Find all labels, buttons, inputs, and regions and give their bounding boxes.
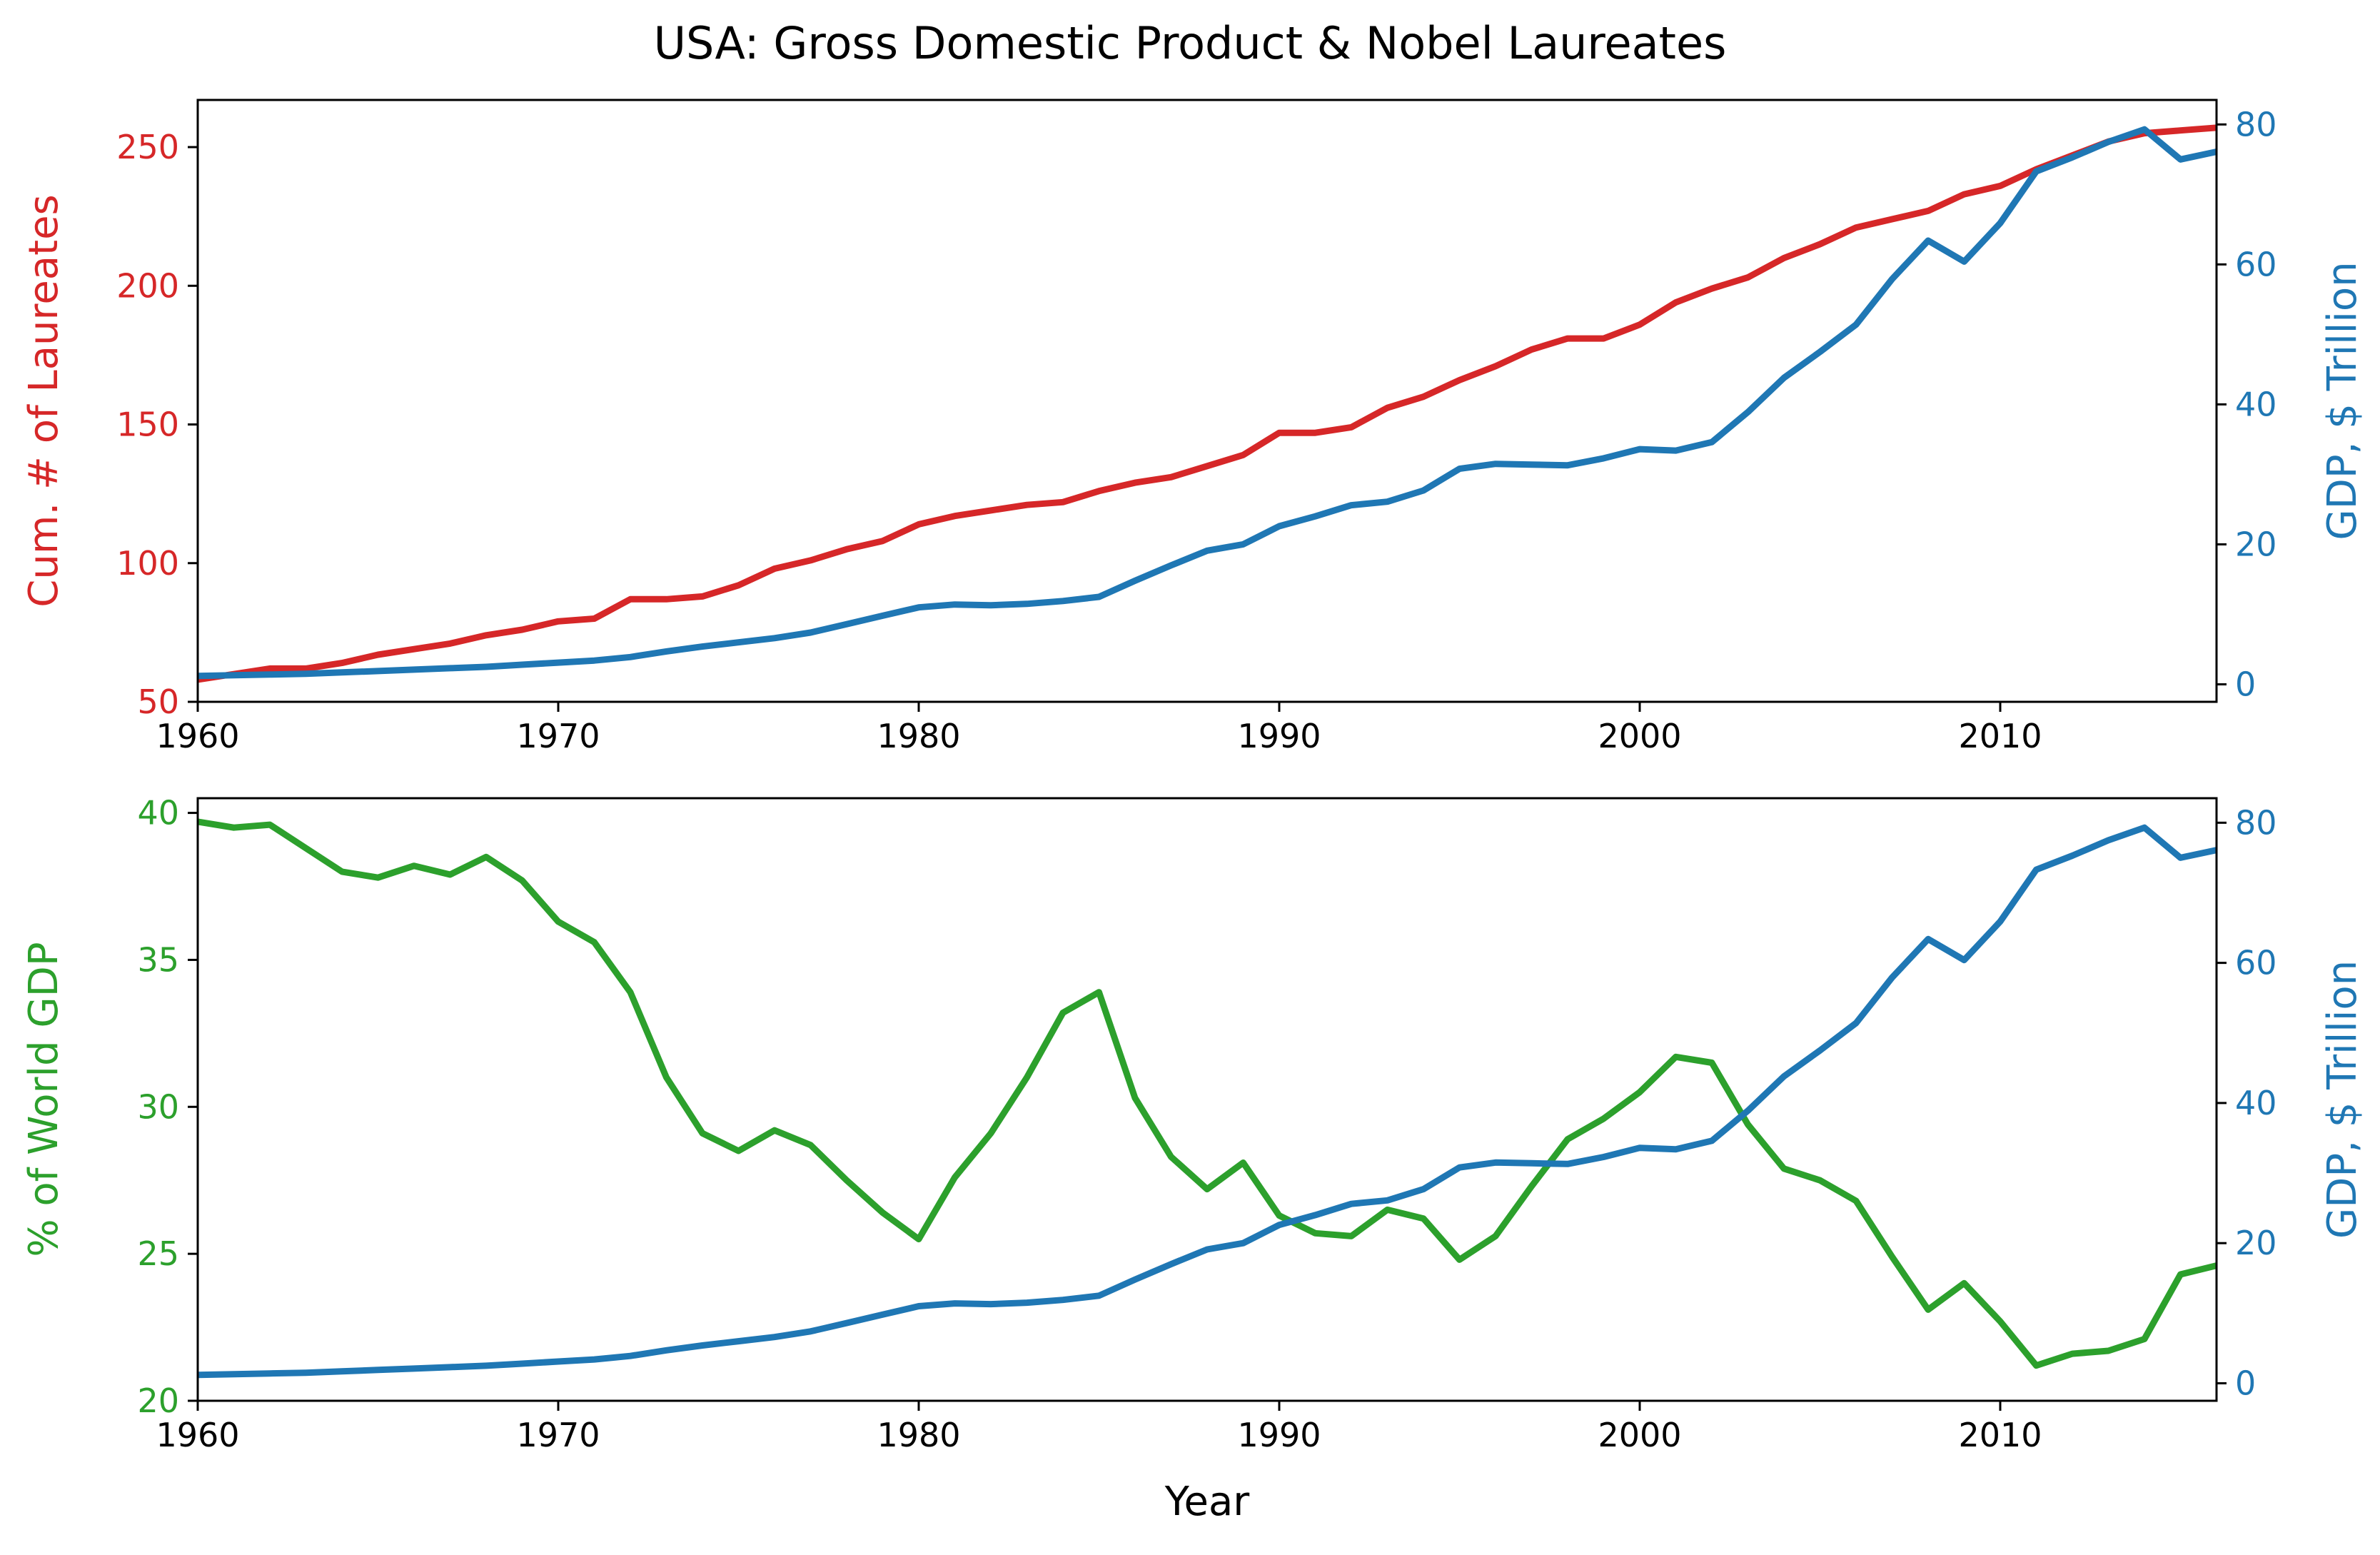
- x-tick-label: 1980: [877, 717, 960, 755]
- y-left-tick-label: 150: [116, 406, 179, 444]
- series-line-laureates: [198, 124, 2217, 683]
- y-right-tick-label: 0: [2235, 665, 2256, 703]
- y-left-tick-label: 35: [137, 940, 179, 979]
- x-tick-label: 1960: [156, 717, 239, 755]
- x-tick-label: 2010: [1958, 1416, 2042, 1454]
- y-left-tick-label: 25: [137, 1234, 179, 1273]
- x-tick-label: 1980: [877, 1416, 960, 1454]
- y-left-tick-label: 30: [137, 1087, 179, 1126]
- y-right-tick-label: 80: [2235, 105, 2277, 144]
- x-tick-label: 2000: [1598, 717, 1681, 755]
- y-left-tick-label: 20: [137, 1382, 179, 1420]
- y-right-tick-label: 40: [2235, 385, 2277, 423]
- plot-frame: [196, 99, 2218, 703]
- y-left-axis-label: % of World GDP: [21, 942, 67, 1257]
- y-right-tick-label: 20: [2235, 525, 2277, 563]
- series-line-gdp: [198, 824, 2217, 1379]
- series-line-gdp: [198, 126, 2217, 680]
- y-right-tick-label: 0: [2235, 1364, 2256, 1402]
- y-right-tick-label: 40: [2235, 1084, 2277, 1122]
- series-line-world_share: [198, 818, 2217, 1369]
- y-left-tick-label: 50: [137, 683, 179, 721]
- y-left-tick-label: 40: [137, 794, 179, 832]
- x-axis-label: Year: [1164, 1479, 1251, 1525]
- y-right-tick-label: 60: [2235, 245, 2277, 283]
- panel-2: 1960 1970 1980 1990 2000 2010 20 25 30 35 40 0 20 40 6…: [21, 794, 2366, 1525]
- x-tick-label: 2010: [1958, 717, 2042, 755]
- y-left-axis-label: Cum. # of Laureates: [21, 194, 67, 607]
- y-right-axis-label: GDP, $ Trillion: [2319, 960, 2366, 1239]
- y-left-tick-label: 100: [116, 544, 179, 583]
- x-tick-label: 1970: [516, 1416, 600, 1454]
- y-left-tick-label: 250: [116, 128, 179, 166]
- x-tick-label: 1960: [156, 1416, 239, 1454]
- y-left-tick-label: 200: [116, 266, 179, 305]
- y-right-tick-label: 80: [2235, 803, 2277, 842]
- y-right-axis-label: GDP, $ Trillion: [2319, 261, 2366, 540]
- figure-title: USA: Gross Domestic Product & Nobel Laur…: [654, 17, 1727, 69]
- plot-frame: [196, 797, 2218, 1402]
- x-tick-label: 1990: [1237, 717, 1321, 755]
- y-right-tick-label: 20: [2235, 1224, 2277, 1262]
- chart-panels: 1960 1970 1980 1990 2000 20105010015020025002…: [21, 99, 2366, 1525]
- panel-1: 1960 1970 1980 1990 2000 2010 50 100 150 200 250 0 2…: [21, 99, 2366, 755]
- x-tick-label: 1970: [516, 717, 600, 755]
- x-tick-label: 2000: [1598, 1416, 1681, 1454]
- x-tick-label: 1990: [1237, 1416, 1321, 1454]
- y-right-tick-label: 60: [2235, 944, 2277, 982]
